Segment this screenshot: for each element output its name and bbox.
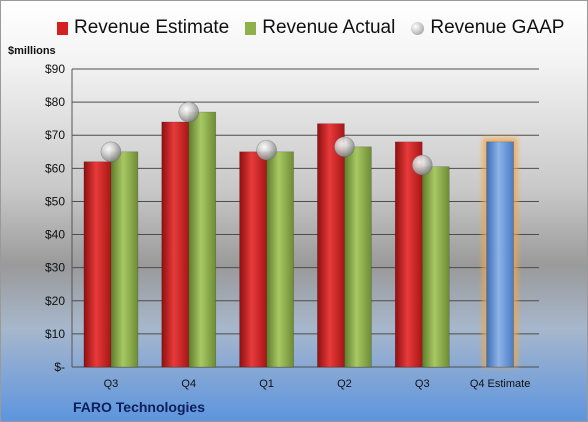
- x-tick-label: Q4 Estimate: [470, 378, 531, 390]
- y-tick-label: $50: [45, 194, 65, 208]
- x-tick-label: Q1: [259, 378, 274, 390]
- y-tick-label: $20: [45, 294, 65, 308]
- estimate-swatch: [57, 21, 68, 35]
- bar-revenue-estimate: [239, 151, 267, 368]
- y-tick-label: $70: [45, 128, 65, 142]
- y-tick-label: $10: [45, 327, 65, 341]
- legend-item-gaap: Revenue GAAP: [411, 17, 564, 39]
- marker-revenue-gaap: [334, 136, 355, 158]
- x-tick-label: Q2: [337, 378, 352, 390]
- legend-label-gaap: Revenue GAAP: [430, 17, 565, 38]
- x-tick-label: Q3: [415, 378, 430, 390]
- bar-revenue-estimate: [83, 161, 112, 368]
- legend-item-actual: Revenue Actual: [245, 17, 395, 39]
- marker-revenue-gaap: [100, 141, 122, 163]
- y-tick-label: $80: [45, 95, 65, 109]
- actual-swatch: [245, 21, 257, 35]
- bar-revenue-actual: [110, 151, 139, 368]
- y-tick-label: $-: [54, 360, 65, 374]
- y-axis-label: $millions: [8, 45, 56, 57]
- bar-revenue-estimate: [394, 141, 423, 368]
- gaap-marker-swatch: [411, 21, 425, 35]
- bar-revenue-actual: [421, 166, 450, 368]
- legend-label-actual: Revenue Actual: [262, 17, 396, 38]
- legend-item-estimate: Revenue Estimate: [57, 17, 229, 39]
- y-tick-label: $60: [45, 161, 65, 175]
- marker-revenue-gaap: [256, 139, 277, 161]
- bar-q4-estimate: [486, 141, 514, 368]
- y-tick-label: $40: [45, 228, 65, 242]
- bar-revenue-estimate: [317, 123, 345, 368]
- y-tick-label: $30: [45, 261, 65, 275]
- bar-revenue-actual: [266, 151, 294, 368]
- bar-revenue-actual: [344, 146, 372, 368]
- x-tick-label: Q4: [181, 378, 196, 390]
- y-tick-label: $90: [45, 62, 65, 76]
- marker-revenue-gaap: [178, 101, 200, 123]
- bar-revenue-estimate: [161, 121, 190, 368]
- bar-revenue-actual: [188, 111, 217, 368]
- legend-label-estimate: Revenue Estimate: [74, 17, 230, 38]
- marker-revenue-gaap: [411, 154, 433, 176]
- legend: Revenue Estimate Revenue Actual Revenue …: [57, 17, 580, 39]
- x-tick-label: Q3: [104, 378, 119, 390]
- company-name: FARO Technologies: [73, 399, 205, 415]
